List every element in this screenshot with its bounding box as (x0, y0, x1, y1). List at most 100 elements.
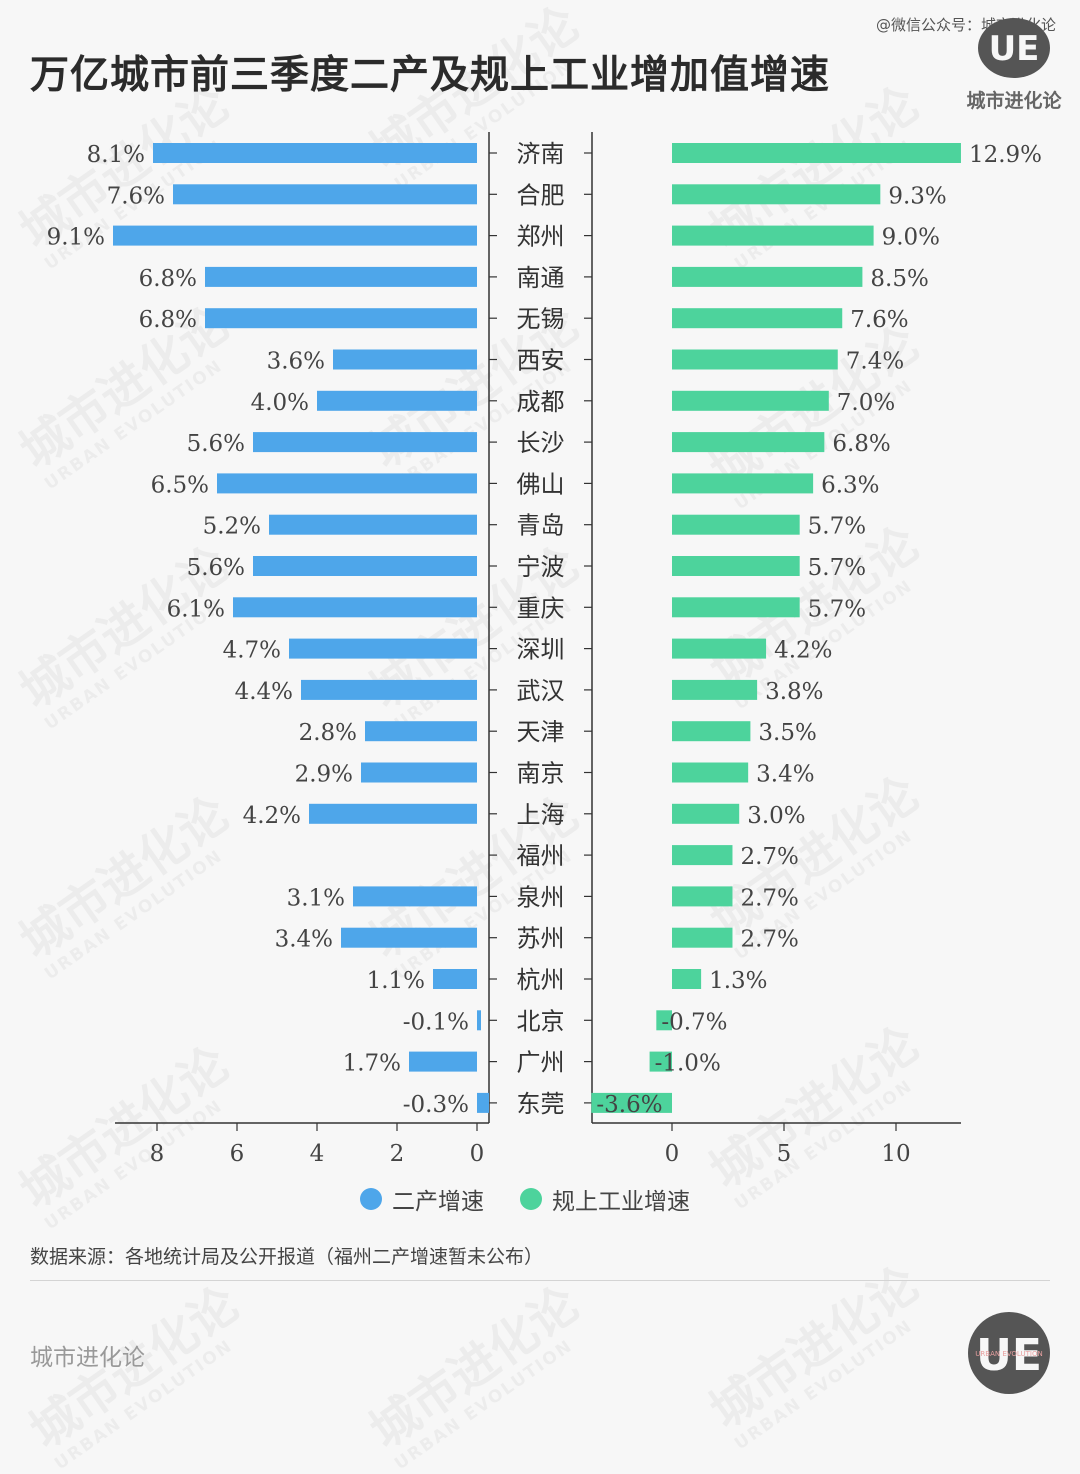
data-label-industrial: 2.7% (740, 927, 798, 953)
bar-industrial (672, 969, 702, 989)
data-label-industrial: 6.3% (821, 472, 879, 498)
data-label-secondary: 8.1% (87, 142, 145, 168)
brand-footer: 城市进化论 (30, 1345, 145, 1371)
legend-label: 规上工业增速 (552, 1189, 690, 1215)
bar-secondary-industry (477, 1010, 481, 1031)
bar-industrial (672, 597, 800, 618)
category-label: 宁波 (517, 553, 565, 581)
x-tick-label: 0 (470, 1141, 485, 1167)
bar-industrial (672, 225, 874, 246)
legend-item-industrial: 规上工业增速 (520, 1182, 690, 1216)
x-tick-label: 6 (230, 1141, 245, 1167)
category-label: 佛山 (517, 470, 565, 498)
x-tick-label: 10 (881, 1141, 910, 1167)
bar-secondary-industry (433, 969, 477, 989)
legend-label: 二产增速 (392, 1189, 484, 1215)
bar-secondary-industry (205, 308, 477, 329)
data-label-industrial: 9.0% (882, 225, 940, 251)
category-label: 天津 (517, 718, 565, 746)
data-label-industrial: 2.7% (740, 844, 798, 870)
bar-secondary-industry (289, 638, 477, 659)
bar-industrial (672, 308, 843, 329)
category-label: 合肥 (517, 181, 565, 209)
legend-dot-icon (360, 1188, 382, 1210)
bar-industrial (672, 803, 740, 824)
data-label-secondary: 5.2% (203, 514, 261, 540)
data-label-industrial: 3.5% (758, 720, 816, 746)
watermark: 城市进化论URBAN EVOLUTION (360, 1276, 599, 1474)
data-label-secondary: 4.2% (243, 803, 301, 829)
category-label: 长沙 (517, 429, 565, 457)
bar-secondary-industry (217, 473, 477, 494)
data-label-secondary: 4.7% (223, 638, 281, 664)
category-label: 福州 (517, 842, 565, 870)
bar-industrial (656, 1010, 672, 1031)
bar-secondary-industry (361, 762, 477, 783)
bar-industrial (672, 432, 825, 453)
bar-industrial (672, 762, 749, 783)
data-label-industrial: 5.7% (808, 555, 866, 581)
bar-industrial (672, 473, 814, 494)
chart-title: 万亿城市前三季度二产及规上工业增加值增速 (30, 53, 831, 98)
x-tick-label: 0 (665, 1141, 680, 1167)
data-label-industrial: 7.0% (837, 390, 895, 416)
bar-industrial (672, 266, 863, 287)
data-label-secondary: 6.1% (167, 596, 225, 622)
logo-letters: UE (989, 29, 1040, 69)
bar-secondary-industry (477, 1092, 489, 1113)
bar-secondary-industry (341, 927, 477, 948)
watermark: 城市进化论URBAN EVOLUTION (20, 1276, 259, 1474)
data-label-industrial: 3.0% (747, 803, 805, 829)
x-tick-label: 2 (390, 1141, 405, 1167)
data-label-secondary: 3.4% (275, 927, 333, 953)
category-label: 深圳 (517, 636, 565, 664)
bar-industrial (672, 143, 961, 163)
bar-secondary-industry (233, 597, 477, 618)
bar-industrial (649, 1051, 672, 1072)
data-label-industrial: 5.7% (808, 596, 866, 622)
bar-industrial (672, 184, 881, 205)
ue-logo-icon: UE URBAN EVOLUTION (968, 1312, 1050, 1394)
legend: 二产增速 规上工业增速 (360, 1182, 690, 1216)
data-label-industrial: 9.3% (888, 183, 946, 209)
category-label: 成都 (517, 388, 565, 416)
bar-secondary-industry (317, 390, 477, 411)
data-label-secondary: 3.1% (287, 885, 345, 911)
category-label: 杭州 (517, 966, 565, 994)
divider (30, 1280, 1050, 1281)
bar-industrial (591, 1092, 672, 1113)
data-label-industrial: 8.5% (870, 266, 928, 292)
bar-secondary-industry (409, 1051, 477, 1072)
category-label: 南通 (517, 264, 565, 292)
data-label-secondary: 2.9% (295, 762, 353, 788)
x-tick-label: 4 (310, 1141, 325, 1167)
category-label: 南京 (517, 760, 565, 788)
bar-industrial (672, 514, 800, 535)
data-label-secondary: 1.7% (343, 1051, 401, 1077)
logo-letters: UE (976, 1330, 1042, 1381)
data-label-industrial: 7.4% (846, 349, 904, 375)
category-label: 青岛 (517, 512, 565, 540)
bar-secondary-industry (269, 514, 477, 535)
data-label-industrial: 4.2% (774, 638, 832, 664)
bar-secondary-industry (253, 556, 477, 576)
x-tick-label: 8 (150, 1141, 165, 1167)
bar-industrial (672, 886, 733, 907)
bar-industrial (672, 390, 829, 411)
bar-industrial (672, 927, 733, 948)
bar-secondary-industry (353, 886, 477, 907)
x-tick-label: 5 (777, 1141, 792, 1167)
legend-item-secondary: 二产增速 (360, 1182, 484, 1216)
bar-industrial (672, 721, 751, 742)
data-label-industrial: 3.4% (756, 762, 814, 788)
bar-secondary-industry (153, 143, 477, 163)
ue-logo-icon: UE (978, 18, 1050, 78)
data-label-secondary: 9.1% (47, 225, 105, 251)
bar-industrial (672, 679, 758, 700)
legend-dot-icon (520, 1188, 542, 1210)
category-label: 重庆 (517, 594, 565, 622)
data-label-industrial: -3.6% (596, 1092, 662, 1118)
data-label-secondary: 6.8% (139, 307, 197, 333)
category-label: 泉州 (517, 883, 565, 911)
category-label: 广州 (517, 1049, 565, 1077)
